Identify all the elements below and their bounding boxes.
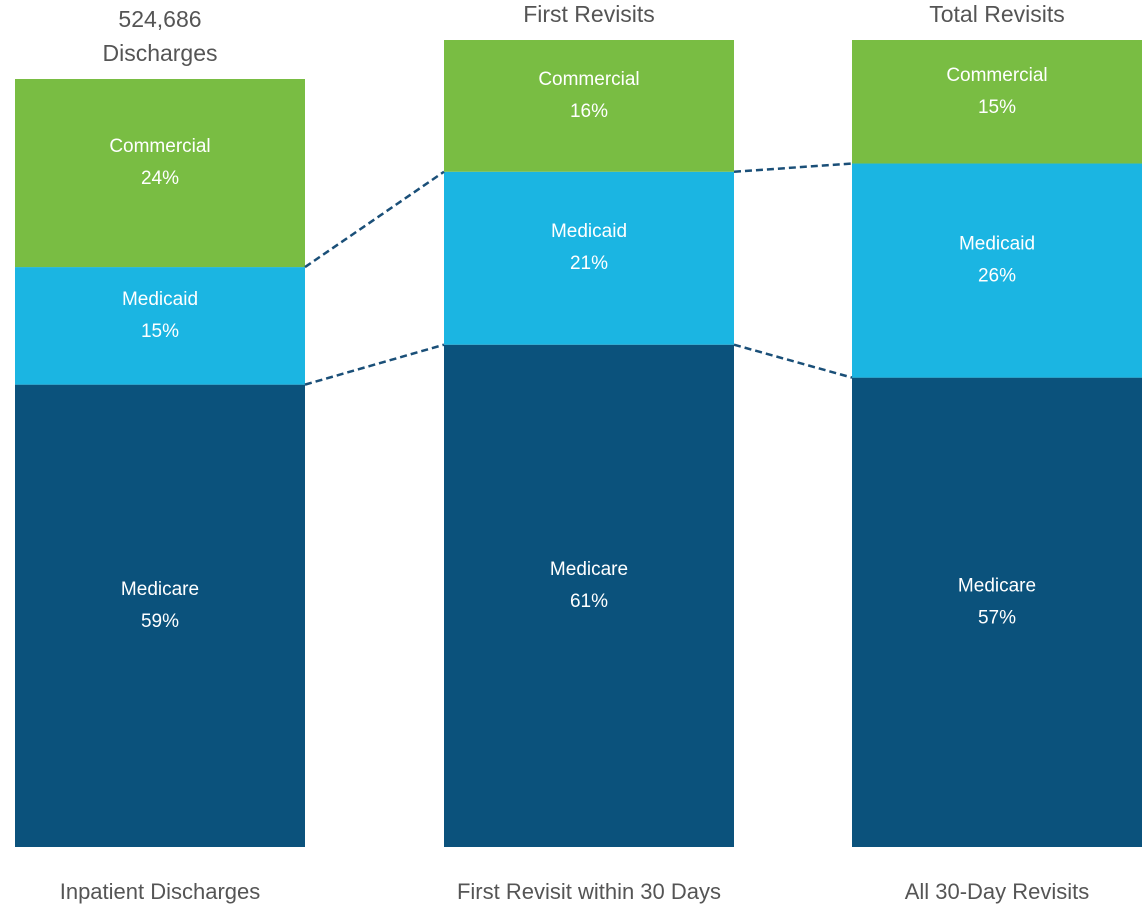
segment-name: Medicare <box>121 579 199 600</box>
total-label: 524,686 <box>118 6 201 32</box>
segment-name: Medicaid <box>551 221 627 242</box>
segment-name: Commercial <box>109 136 210 157</box>
bar-segment <box>15 79 305 268</box>
bar-segment <box>852 163 1142 378</box>
segment-label: 15% <box>141 321 179 342</box>
total-name: Total Revisits <box>929 1 1064 27</box>
connector <box>304 170 445 269</box>
segment-name: Commercial <box>538 69 639 90</box>
category-label: All 30-Day Revisits <box>905 879 1090 904</box>
segment-label: 57% <box>978 607 1016 628</box>
segment-name: Medicare <box>958 575 1036 596</box>
segment-label: 59% <box>141 611 179 632</box>
segment-name: Medicare <box>550 559 628 580</box>
connector <box>733 343 853 379</box>
segment-label: 21% <box>570 253 608 274</box>
bar-segment <box>444 171 734 345</box>
segment-label: 24% <box>141 168 179 189</box>
category-label: First Revisit within 30 Days <box>457 879 721 904</box>
bar-segment <box>15 267 305 385</box>
segment-label: 26% <box>978 266 1016 287</box>
bar-segment <box>15 384 305 847</box>
segment-label: 61% <box>570 591 608 612</box>
segment-label: 15% <box>978 97 1016 118</box>
connector <box>733 162 853 174</box>
category-label: Inpatient Discharges <box>60 879 261 904</box>
connector <box>304 343 445 386</box>
segment-name: Medicaid <box>959 234 1035 255</box>
bar-segment <box>852 377 1142 847</box>
total-name: Discharges <box>102 40 217 66</box>
bar-segment <box>444 40 734 172</box>
segment-label: 16% <box>570 101 608 122</box>
total-name: First Revisits <box>523 1 655 27</box>
bar-segment <box>852 40 1142 164</box>
segment-name: Commercial <box>946 65 1047 86</box>
bar-segment <box>444 344 734 847</box>
segment-name: Medicaid <box>122 289 198 310</box>
